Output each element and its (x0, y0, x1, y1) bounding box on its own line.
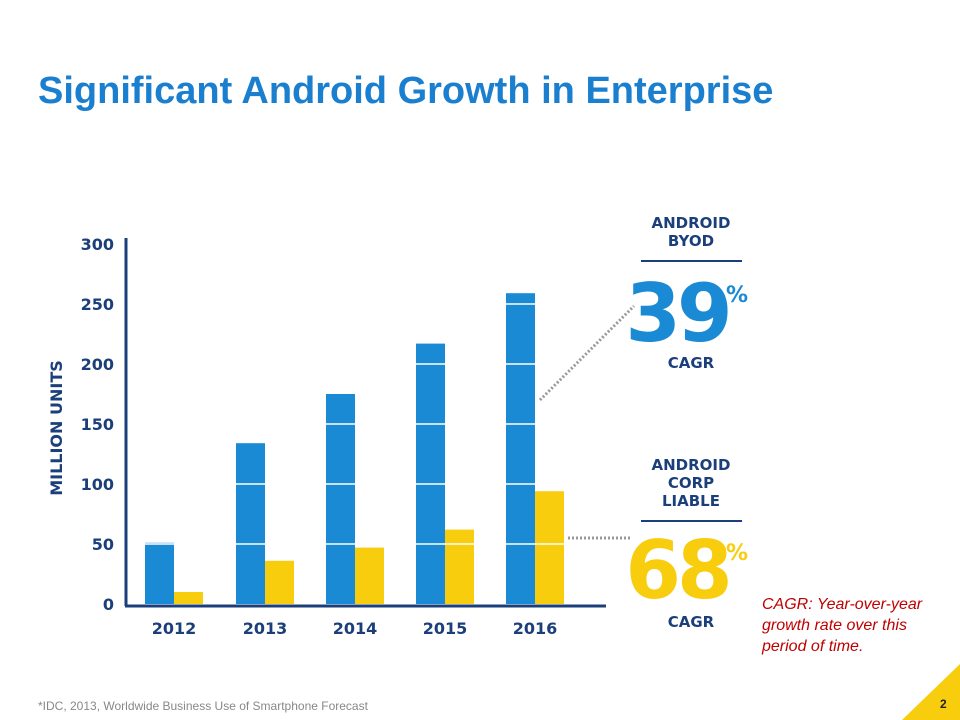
source-footnote: *IDC, 2013, Worldwide Business Use of Sm… (38, 699, 368, 713)
corner-accent-triangle (902, 664, 960, 720)
bar-corp-2013 (265, 560, 294, 604)
bar-corp-2014 (355, 547, 384, 604)
x-tick-label-2013: 2013 (243, 619, 288, 638)
x-tick-label-2012: 2012 (152, 619, 197, 638)
bar-byod-2012 (145, 542, 174, 604)
x-tick-label-2016: 2016 (513, 619, 558, 638)
byod-label-line-2: BYOD (668, 232, 714, 250)
corp-cagr-value: 68 (625, 524, 728, 617)
y-tick-label-300: 300 (81, 235, 114, 254)
bar-corp-2015 (445, 529, 474, 604)
byod-cagr-caption: CAGR (668, 354, 715, 372)
x-tick-label-2015: 2015 (423, 619, 468, 638)
corp-label-line-2: CORP (668, 474, 714, 492)
cagr-definition-note: CAGR: Year-over-year growth rate over th… (762, 596, 923, 655)
bar-byod-2016 (506, 293, 535, 604)
y-tick-label-150: 150 (81, 415, 114, 434)
bar-byod-2013 (236, 443, 265, 604)
byod-cagr-value: 39 (625, 267, 728, 360)
byod-label-line-1: ANDROID (652, 214, 731, 232)
byod-cagr-percent: % (726, 283, 748, 308)
y-axis-title: MILLION UNITS (47, 360, 66, 496)
y-tick-label-0: 0 (103, 595, 114, 614)
x-tick-label-2014: 2014 (333, 619, 378, 638)
corp-cagr-percent: % (726, 541, 748, 566)
corp-cagr-caption: CAGR (668, 613, 715, 631)
bar-byod-2014 (326, 394, 355, 604)
bar-corp-2012 (174, 592, 203, 604)
slide-title: Significant Android Growth in Enterprise (38, 70, 774, 112)
bar-corp-2016 (535, 491, 564, 604)
y-tick-label-100: 100 (81, 475, 114, 494)
page-number: 2 (940, 697, 947, 711)
y-tick-label-200: 200 (81, 355, 114, 374)
bar-byod-2015 (416, 343, 445, 604)
y-tick-label-50: 50 (92, 535, 114, 554)
corp-label-line-1: ANDROID (652, 456, 731, 474)
y-tick-label-250: 250 (81, 295, 114, 314)
corp-label-line-3: LIABLE (662, 492, 720, 510)
byod-connector-line (538, 304, 636, 402)
